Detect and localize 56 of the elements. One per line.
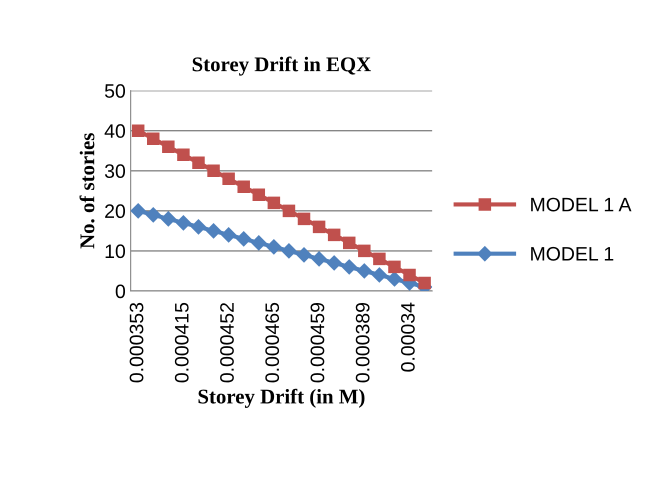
point bbox=[221, 227, 236, 242]
point bbox=[356, 263, 372, 279]
x-tick-label: 0.000353 bbox=[130, 302, 144, 382]
y-tick-label: 0 bbox=[116, 284, 126, 298]
x-axis-title: Storey Drift (in M) bbox=[198, 388, 364, 408]
x-tick-label: 0.000465 bbox=[265, 302, 280, 382]
y-tick-label: 50 bbox=[104, 84, 126, 98]
point bbox=[162, 140, 175, 153]
point bbox=[146, 207, 161, 222]
y-tick-label: 40 bbox=[104, 124, 126, 138]
point bbox=[326, 255, 342, 270]
point bbox=[207, 164, 220, 178]
y-tick-label: 20 bbox=[105, 204, 126, 218]
point bbox=[358, 244, 371, 258]
point bbox=[268, 196, 280, 210]
point bbox=[236, 231, 252, 246]
point bbox=[372, 267, 387, 283]
point bbox=[281, 243, 297, 258]
point bbox=[342, 259, 357, 274]
point bbox=[176, 215, 191, 230]
y-tick-label: 10 bbox=[106, 244, 126, 258]
point bbox=[222, 172, 235, 186]
point bbox=[328, 228, 340, 242]
point bbox=[206, 223, 222, 238]
point bbox=[252, 188, 266, 202]
legend-label: MODEL 1 A bbox=[531, 198, 632, 212]
point bbox=[388, 260, 401, 274]
x-tick-label: 0.000415 bbox=[174, 302, 189, 382]
y-axis-title: No. of stories bbox=[80, 133, 94, 249]
point bbox=[296, 247, 312, 262]
x-tick-label: 0.000459 bbox=[310, 302, 324, 382]
y-tick-label: 30 bbox=[104, 164, 126, 178]
chart-title: Storey Drift in EQX bbox=[192, 56, 371, 76]
point bbox=[132, 124, 144, 137]
point bbox=[342, 236, 356, 250]
x-tick-label: 0.000389 bbox=[356, 302, 370, 382]
point bbox=[251, 235, 266, 250]
point bbox=[237, 180, 250, 194]
point bbox=[312, 220, 326, 234]
legend-label: MODEL 1 bbox=[531, 246, 614, 261]
point bbox=[130, 203, 146, 218]
point bbox=[192, 156, 205, 170]
point bbox=[403, 268, 416, 282]
point bbox=[177, 148, 190, 161]
x-tick-label: 0.000452 bbox=[220, 303, 234, 382]
point bbox=[418, 276, 431, 290]
point bbox=[282, 204, 296, 218]
point bbox=[190, 219, 206, 234]
point bbox=[160, 211, 176, 226]
point bbox=[147, 132, 160, 145]
point bbox=[298, 212, 310, 226]
point bbox=[386, 271, 402, 287]
point bbox=[373, 252, 386, 266]
point bbox=[266, 239, 282, 254]
x-tick-label: 0.00034 bbox=[400, 302, 415, 372]
point bbox=[312, 251, 327, 266]
